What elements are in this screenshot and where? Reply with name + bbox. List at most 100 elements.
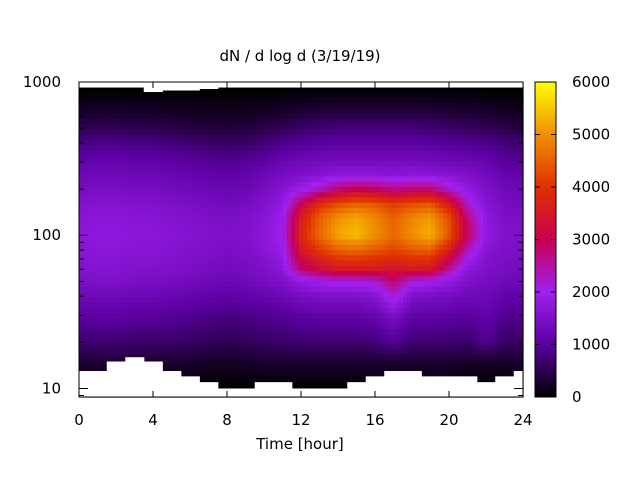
heatmap-cell <box>155 192 160 199</box>
heatmap-cell <box>79 192 84 199</box>
heatmap-cell <box>91 166 96 172</box>
heatmap-cell <box>147 260 152 267</box>
heatmap-cell <box>131 134 136 141</box>
heatmap-cell <box>363 124 368 130</box>
heatmap-cell <box>391 344 396 351</box>
heatmap-cell <box>119 87 124 94</box>
heatmap-cell <box>343 323 348 330</box>
heatmap-cell <box>395 271 400 277</box>
heatmap-cell <box>295 145 300 151</box>
heatmap-cell <box>367 360 372 367</box>
heatmap-cell <box>107 239 112 246</box>
heatmap-cell <box>143 344 148 351</box>
heatmap-cell <box>359 124 364 130</box>
heatmap-cell <box>99 197 104 204</box>
heatmap-cell <box>247 344 252 351</box>
heatmap-cell <box>287 376 292 382</box>
heatmap-cell <box>347 250 352 256</box>
heatmap-cell <box>187 239 192 246</box>
heatmap-cell <box>323 192 328 199</box>
heatmap-cell <box>387 281 392 288</box>
heatmap-cell <box>235 92 240 99</box>
heatmap-cell <box>115 124 120 130</box>
heatmap-cell <box>387 187 392 193</box>
heatmap-cell <box>163 328 168 335</box>
heatmap-cell <box>83 255 88 262</box>
heatmap-cell <box>191 334 196 340</box>
heatmap-cell <box>167 176 172 183</box>
heatmap-cell <box>79 223 84 230</box>
heatmap-cell <box>319 339 324 346</box>
heatmap-cell <box>179 134 184 141</box>
heatmap-cell <box>195 197 200 204</box>
heatmap-cell <box>263 286 268 293</box>
heatmap-cell <box>239 129 244 136</box>
heatmap-cell <box>127 328 132 335</box>
heatmap-cell <box>223 129 228 136</box>
heatmap-cell <box>119 129 124 136</box>
heatmap-cell <box>391 124 396 130</box>
heatmap-cell <box>327 339 332 346</box>
heatmap-cell <box>371 213 376 220</box>
heatmap-cell <box>283 334 288 340</box>
heatmap-cell <box>291 192 296 199</box>
heatmap-cell <box>351 265 356 272</box>
heatmap-cell <box>275 334 280 340</box>
heatmap-cell <box>371 344 376 351</box>
heatmap-cell <box>255 323 260 330</box>
heatmap-cell <box>307 124 312 130</box>
heatmap-cell <box>139 244 144 251</box>
heatmap-cell <box>203 145 208 151</box>
heatmap-cell <box>187 271 192 277</box>
heatmap-cell <box>187 334 192 340</box>
heatmap-cell <box>315 355 320 361</box>
heatmap-cell <box>247 213 252 220</box>
heatmap-cell <box>391 265 396 272</box>
heatmap-cell <box>131 239 136 246</box>
heatmap-cell <box>323 323 328 330</box>
heatmap-cell <box>163 344 168 351</box>
heatmap-cell <box>135 87 140 94</box>
heatmap-cell <box>115 286 120 293</box>
heatmap-cell <box>127 113 132 120</box>
heatmap-cell <box>383 271 388 277</box>
heatmap-cell <box>255 271 260 277</box>
heatmap-cell <box>255 365 260 372</box>
heatmap-cell <box>99 344 104 351</box>
heatmap-cell <box>187 370 192 377</box>
heatmap-cell <box>231 171 236 178</box>
heatmap-cell <box>403 160 408 167</box>
heatmap-cell <box>323 145 328 151</box>
heatmap-cell <box>175 124 180 130</box>
heatmap-cell <box>87 192 92 199</box>
heatmap-cell <box>259 255 264 262</box>
heatmap-cell <box>143 92 148 99</box>
heatmap-cell <box>347 124 352 130</box>
heatmap-cell <box>163 139 168 146</box>
heatmap-cell <box>315 202 320 209</box>
heatmap-cell <box>287 202 292 209</box>
heatmap-cell <box>135 150 140 157</box>
heatmap-cell <box>331 187 336 193</box>
heatmap-cell <box>227 365 232 372</box>
heatmap-cell <box>179 313 184 319</box>
heatmap-cell <box>275 276 280 283</box>
heatmap-cell <box>275 139 280 146</box>
heatmap-cell <box>235 160 240 167</box>
heatmap-cell <box>103 155 108 162</box>
heatmap-cell <box>83 307 88 314</box>
heatmap-cell <box>79 134 84 141</box>
heatmap-cell <box>223 124 228 130</box>
heatmap-cell <box>247 87 252 94</box>
heatmap-cell <box>407 297 412 304</box>
heatmap-cell <box>167 155 172 162</box>
heatmap-cell <box>387 87 392 94</box>
heatmap-cell <box>79 307 84 314</box>
heatmap-cell <box>251 355 256 361</box>
heatmap-cell <box>199 155 204 162</box>
heatmap-cell <box>259 187 264 193</box>
heatmap-cell <box>223 113 228 120</box>
heatmap-cell <box>271 87 276 94</box>
heatmap-cell <box>143 166 148 172</box>
heatmap-cell <box>107 234 112 241</box>
